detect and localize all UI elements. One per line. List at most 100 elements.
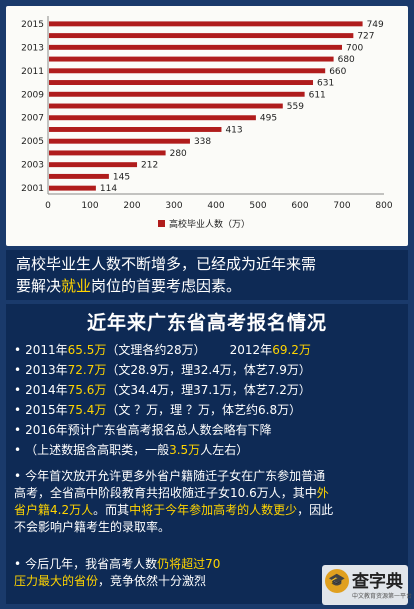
outlook-text: ，竞争依然十分激烈 [98,574,207,588]
caption-box: 高校毕业生人数不断增多，已经成为近年来需 要解决就业岗位的首要考虑因素。 [6,250,408,300]
data-label: 114 [100,184,117,194]
bar-2013 [49,44,342,50]
bullet: • [14,343,22,357]
forecast-text: 2016年预计广东省高考报名总人数会略有下降 [25,423,272,437]
outlook-highlight: 仍将超过70 [157,557,221,571]
note-text: （上述数据含高职类，一般 [25,443,170,457]
y-tick-label: 2003 [21,161,44,171]
note-text: 人左右） [200,443,249,457]
policy-text: 今年首次放开允许更多外省户籍随迁子女在广东参加普通高考，全省高中阶段教育共招收随… [14,469,326,500]
data-label: 413 [225,125,242,135]
x-tick-label: 400 [207,201,224,211]
total-value: 69.2万 [272,343,311,357]
total-value: 65.5万 [67,343,107,357]
x-tick-label: 700 [333,201,350,211]
bullet: • [14,557,22,571]
total-value: 72.7万 [67,363,107,377]
legend-label: 高校毕业人数（万） [169,218,250,230]
bar-2015 [49,21,363,27]
bullet: • [14,363,22,377]
x-tick-label: 800 [375,201,392,211]
policy-highlight: 中将于今年参加高考的人数更少 [129,503,298,517]
breakdown: （文34.4万，理37.1万，体艺7.2万） [106,383,311,397]
bar-2008 [49,103,283,109]
data-label: 680 [338,55,355,65]
data-label: 727 [357,32,374,42]
bar-2002 [49,173,109,179]
outlook-highlight: 压力最大的省份 [14,574,99,588]
caption-highlight: 就业 [61,277,92,295]
bullet: • [14,469,22,483]
panel-title: 近年来广东省高考报名情况 [86,312,327,334]
note-value: 3.5万 [169,443,201,457]
bullet: • [14,423,22,437]
bullet: • [14,403,22,417]
caption-line-1: 高校毕业生人数不断增多，已经成为近年来需 [16,255,317,273]
bar-2012 [49,56,334,62]
x-tick-label: 300 [165,201,182,211]
year-label: 2011年 [25,343,68,357]
chart-panel: 0 100 200 300 400 500 600 700 800 114 2001 145 212 20… [6,6,408,246]
year-label: 2013年 [25,363,68,377]
bullet: • [14,383,22,397]
breakdown: （文28.9万，理32.4万，体艺7.9万） [106,363,311,377]
bar-2001 [49,185,96,191]
outlook-text: 今后几年，我省高考人数 [25,557,158,571]
data-label: 749 [367,20,384,30]
stat-row-2016: • 2016年预计广东省高考报名总人数会略有下降 [14,422,272,439]
bar-2010 [49,80,314,85]
outlook-paragraph: • 今后几年，我省高考人数仍将超过70 压力最大的省份，竞争依然十分激烈 [14,556,334,590]
caption-text: 岗位的首要考虑因素。 [91,277,242,295]
breakdown: （文 ？万，理 ？万，体艺约6.8万） [106,403,302,417]
stat-row-2011: • 2011年65.5万（文理各约28万） 2012年69.2万 [14,342,311,359]
y-tick-label: 2015 [21,20,44,30]
y-tick-label: 2007 [21,114,44,124]
bar-chart: 0 100 200 300 400 500 600 700 800 114 2001 145 212 20… [21,16,393,230]
watermark-subtext: 中文教育资源第一平台 [352,593,413,600]
policy-highlight: 外省户籍4.2万人 [14,486,329,517]
y-tick-label: 2009 [21,90,44,100]
bar-2006 [49,127,222,132]
data-label: 212 [141,161,158,171]
y-tick-label: 2005 [21,137,44,147]
data-label: 338 [194,137,211,147]
watermark-logo: 🎓 查字典 中文教育资源第一平台 [322,565,412,605]
y-tick-label: 2013 [21,43,44,53]
bar-2005 [49,138,190,144]
total-value: 75.4万 [67,403,107,417]
data-label: 559 [287,102,304,112]
data-label: 700 [346,43,363,53]
policy-paragraph: • 今年首次放开允许更多外省户籍随迁子女在广东参加普通高考，全省高中阶段教育共招收… [14,468,334,536]
x-tick-label: 100 [81,201,98,211]
watermark-text: 查字典 [352,572,403,592]
stat-row-2015: • 2015年75.4万（文 ？万，理 ？万，体艺约6.8万） [14,402,301,419]
policy-text: 。而其 [93,503,130,517]
registration-panel: 近年来广东省高考报名情况 • 2011年65.5万（文理各约28万） 2012年69… [6,304,408,604]
policy-text: ，因此不会影响户籍考生的录取率。 [14,503,334,534]
year-label: 2015年 [25,403,68,417]
note-row: • （上述数据含高职类，一般3.5万人左右） [14,442,248,459]
data-label: 611 [309,90,326,100]
bar-2011 [49,68,326,74]
bar-2007 [49,115,256,121]
legend-swatch [158,220,165,227]
year-label: 2014年 [25,383,68,397]
breakdown: （文理各约28万） [106,343,206,357]
stat-row-2014: • 2014年75.6万（文34.4万，理37.1万，体艺7.2万） [14,382,311,399]
data-label: 631 [317,79,334,89]
bar-2014 [49,33,354,39]
x-tick-label: 500 [249,201,266,211]
caption-text: 要解决 [16,277,62,295]
y-tick-label: 2001 [21,184,44,194]
total-value: 75.6万 [67,383,107,397]
caption-line-2: 要解决就业岗位的首要考虑因素。 [16,275,398,297]
stat-row-2013: • 2013年72.7万（文28.9万，理32.4万，体艺7.9万） [14,362,311,379]
data-label: 495 [260,114,277,124]
year-label: 2012年 [229,343,273,357]
data-label: 280 [170,149,187,159]
x-tick-label: 600 [291,201,308,211]
bar-2003 [49,162,138,168]
x-tick-label: 0 [45,201,51,211]
bar-2004 [49,150,166,156]
